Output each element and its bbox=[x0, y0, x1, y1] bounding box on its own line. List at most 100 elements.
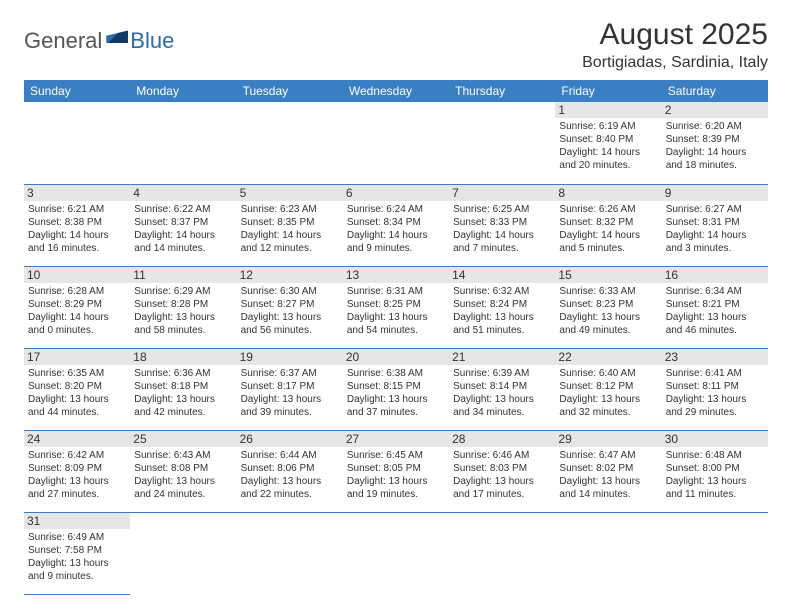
daylight-text: and 44 minutes. bbox=[28, 406, 126, 419]
daylight-text: Daylight: 13 hours bbox=[559, 475, 657, 488]
sunrise-text: Sunrise: 6:46 AM bbox=[453, 449, 551, 462]
empty-cell bbox=[24, 102, 130, 184]
sunset-text: Sunset: 8:34 PM bbox=[347, 216, 445, 229]
daylight-text: and 27 minutes. bbox=[28, 488, 126, 501]
day-cell: 27Sunrise: 6:45 AMSunset: 8:05 PMDayligh… bbox=[343, 430, 449, 512]
daylight-text: and 49 minutes. bbox=[559, 324, 657, 337]
day-cell: 1Sunrise: 6:19 AMSunset: 8:40 PMDaylight… bbox=[555, 102, 661, 184]
day-header: Monday bbox=[130, 80, 236, 102]
sunrise-text: Sunrise: 6:31 AM bbox=[347, 285, 445, 298]
sunset-text: Sunset: 8:06 PM bbox=[241, 462, 339, 475]
day-cell: 28Sunrise: 6:46 AMSunset: 8:03 PMDayligh… bbox=[449, 430, 555, 512]
logo-text-general: General bbox=[24, 28, 102, 54]
daylight-text: Daylight: 14 hours bbox=[347, 229, 445, 242]
daylight-text: Daylight: 13 hours bbox=[28, 557, 126, 570]
daylight-text: Daylight: 13 hours bbox=[241, 475, 339, 488]
day-number: 16 bbox=[662, 267, 768, 283]
daylight-text: Daylight: 13 hours bbox=[134, 393, 232, 406]
sunset-text: Sunset: 8:05 PM bbox=[347, 462, 445, 475]
sunset-text: Sunset: 8:17 PM bbox=[241, 380, 339, 393]
sunset-text: Sunset: 8:40 PM bbox=[559, 133, 657, 146]
sunrise-text: Sunrise: 6:26 AM bbox=[559, 203, 657, 216]
day-cell: 15Sunrise: 6:33 AMSunset: 8:23 PMDayligh… bbox=[555, 266, 661, 348]
daylight-text: and 5 minutes. bbox=[559, 242, 657, 255]
day-number: 7 bbox=[449, 185, 555, 201]
daylight-text: and 18 minutes. bbox=[666, 159, 764, 172]
daylight-text: and 9 minutes. bbox=[347, 242, 445, 255]
day-number: 4 bbox=[130, 185, 236, 201]
sunrise-text: Sunrise: 6:35 AM bbox=[28, 367, 126, 380]
empty-cell bbox=[130, 102, 236, 184]
sunrise-text: Sunrise: 6:37 AM bbox=[241, 367, 339, 380]
sunset-text: Sunset: 8:23 PM bbox=[559, 298, 657, 311]
day-cell: 30Sunrise: 6:48 AMSunset: 8:00 PMDayligh… bbox=[662, 430, 768, 512]
sunrise-text: Sunrise: 6:34 AM bbox=[666, 285, 764, 298]
sunrise-text: Sunrise: 6:36 AM bbox=[134, 367, 232, 380]
daylight-text: Daylight: 13 hours bbox=[134, 311, 232, 324]
daylight-text: Daylight: 13 hours bbox=[347, 475, 445, 488]
daylight-text: Daylight: 14 hours bbox=[28, 229, 126, 242]
week-row: 1Sunrise: 6:19 AMSunset: 8:40 PMDaylight… bbox=[24, 102, 768, 184]
empty-cell bbox=[449, 102, 555, 184]
day-cell: 13Sunrise: 6:31 AMSunset: 8:25 PMDayligh… bbox=[343, 266, 449, 348]
day-number: 12 bbox=[237, 267, 343, 283]
daylight-text: and 19 minutes. bbox=[347, 488, 445, 501]
logo-text-blue: Blue bbox=[130, 28, 174, 54]
sunrise-text: Sunrise: 6:39 AM bbox=[453, 367, 551, 380]
daylight-text: and 16 minutes. bbox=[28, 242, 126, 255]
sunset-text: Sunset: 8:00 PM bbox=[666, 462, 764, 475]
day-header: Thursday bbox=[449, 80, 555, 102]
daylight-text: Daylight: 14 hours bbox=[134, 229, 232, 242]
sunrise-text: Sunrise: 6:44 AM bbox=[241, 449, 339, 462]
day-number: 6 bbox=[343, 185, 449, 201]
day-cell: 29 Sunrise: 6:47 AMSunset: 8:02 PMDayligh… bbox=[555, 430, 661, 512]
day-number: 17 bbox=[24, 349, 130, 365]
empty-cell bbox=[237, 512, 343, 594]
daylight-text: Daylight: 13 hours bbox=[453, 475, 551, 488]
day-cell: 23Sunrise: 6:41 AMSunset: 8:11 PMDayligh… bbox=[662, 348, 768, 430]
sunrise-text: Sunrise: 6:40 AM bbox=[559, 367, 657, 380]
day-number: 22 bbox=[555, 349, 661, 365]
daylight-text: and 12 minutes. bbox=[241, 242, 339, 255]
sunrise-text: Sunrise: 6:23 AM bbox=[241, 203, 339, 216]
daylight-text: Daylight: 13 hours bbox=[453, 393, 551, 406]
sunrise-text: Sunrise: 6:22 AM bbox=[134, 203, 232, 216]
day-number: 27 bbox=[343, 431, 449, 447]
sunset-text: Sunset: 8:02 PM bbox=[559, 462, 657, 475]
day-cell: 24Sunrise: 6:42 AMSunset: 8:09 PMDayligh… bbox=[24, 430, 130, 512]
day-header: Sunday bbox=[24, 80, 130, 102]
daylight-text: Daylight: 14 hours bbox=[666, 146, 764, 159]
sunset-text: Sunset: 8:39 PM bbox=[666, 133, 764, 146]
daylight-text: Daylight: 14 hours bbox=[559, 229, 657, 242]
sunset-text: Sunset: 8:20 PM bbox=[28, 380, 126, 393]
day-cell: 3Sunrise: 6:21 AMSunset: 8:38 PMDaylight… bbox=[24, 184, 130, 266]
daylight-text: and 51 minutes. bbox=[453, 324, 551, 337]
day-cell: 2Sunrise: 6:20 AMSunset: 8:39 PMDaylight… bbox=[662, 102, 768, 184]
day-cell: 12Sunrise: 6:30 AMSunset: 8:27 PMDayligh… bbox=[237, 266, 343, 348]
sunrise-text: Sunrise: 6:25 AM bbox=[453, 203, 551, 216]
sunset-text: Sunset: 8:32 PM bbox=[559, 216, 657, 229]
sunrise-text: Sunrise: 6:24 AM bbox=[347, 203, 445, 216]
day-number: 5 bbox=[237, 185, 343, 201]
day-cell: 10Sunrise: 6:28 AMSunset: 8:29 PMDayligh… bbox=[24, 266, 130, 348]
sunset-text: Sunset: 7:58 PM bbox=[28, 544, 126, 557]
empty-cell bbox=[343, 102, 449, 184]
daylight-text: and 54 minutes. bbox=[347, 324, 445, 337]
daylight-text: and 29 minutes. bbox=[666, 406, 764, 419]
day-number: 26 bbox=[237, 431, 343, 447]
day-cell: 25Sunrise: 6:43 AMSunset: 8:08 PMDayligh… bbox=[130, 430, 236, 512]
week-row: 17 Sunrise: 6:35 AMSunset: 8:20 PM Dayligh… bbox=[24, 348, 768, 430]
empty-cell bbox=[449, 512, 555, 594]
day-cell: 20Sunrise: 6:38 AMSunset: 8:15 PMDayligh… bbox=[343, 348, 449, 430]
sunset-text: Sunset: 8:31 PM bbox=[666, 216, 764, 229]
sunset-text: Sunset: 8:08 PM bbox=[134, 462, 232, 475]
day-cell: 16Sunrise: 6:34 AMSunset: 8:21 PMDayligh… bbox=[662, 266, 768, 348]
sunrise-text: Sunrise: 6:47 AM bbox=[559, 449, 657, 462]
day-number: 21 bbox=[449, 349, 555, 365]
day-number: 1 bbox=[555, 102, 661, 118]
day-number: 23 bbox=[662, 349, 768, 365]
calendar-table: SundayMondayTuesdayWednesdayThursdayFrid… bbox=[24, 80, 768, 595]
sunrise-text: Sunrise: 6:38 AM bbox=[347, 367, 445, 380]
day-number: 29 bbox=[555, 431, 661, 447]
sunrise-text: Sunrise: 6:21 AM bbox=[28, 203, 126, 216]
